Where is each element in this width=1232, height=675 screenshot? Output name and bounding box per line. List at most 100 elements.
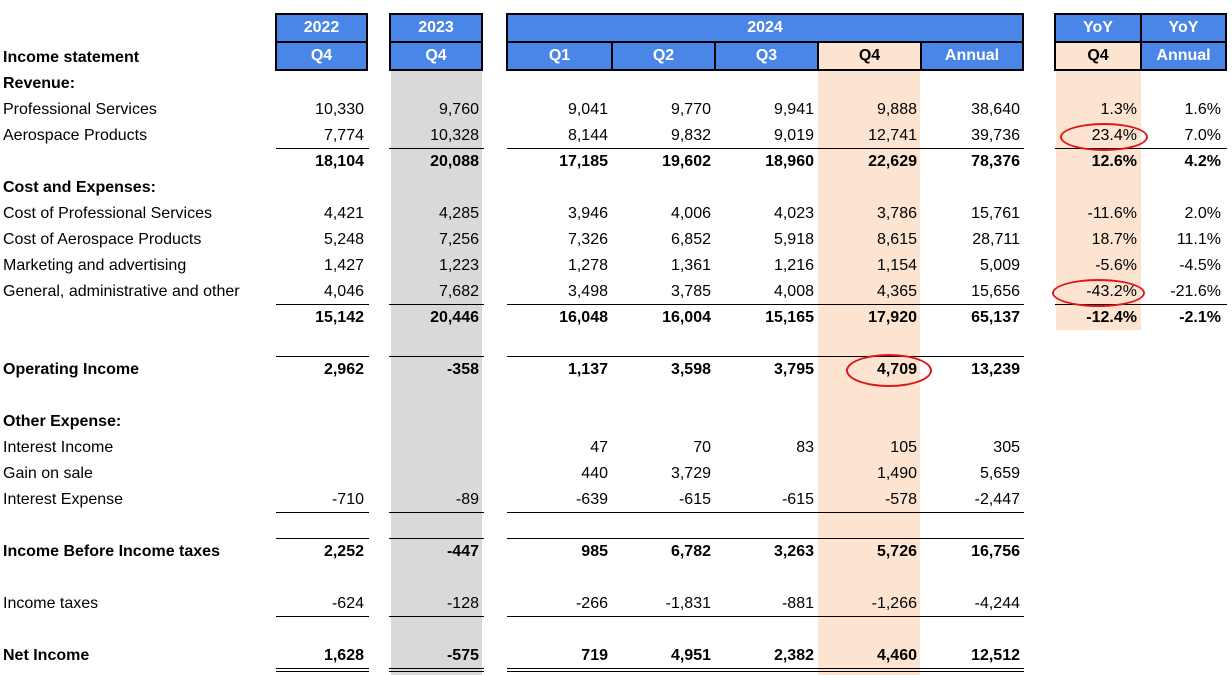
cell-2024-annual [920,513,1020,539]
cell-2024-q3: 2,382 [773,647,814,664]
subtotal-rule [1141,304,1227,305]
cell-2024-annual: 12,512 [971,647,1020,664]
header-2024: 2024 [506,13,1024,43]
subtotal-rule [389,616,484,617]
cell-yoy-q4 [1057,539,1137,565]
cell-2024-q1: 440 [581,465,608,482]
header-2022: 2022 [275,13,368,43]
cell-2024-q2: 4,006 [670,205,711,222]
cell-2024-q4 [817,175,917,201]
row-label: Professional Services [3,101,157,118]
cell-2024-q1: 1,137 [567,361,608,378]
cell-2024-q2 [611,71,711,97]
cell-2024-q2: 6,852 [670,231,711,248]
cell-yoy-q4 [1057,617,1137,643]
cell-2024-q4: 5,726 [876,543,917,560]
subtotal-rule [276,616,369,617]
cell-2022-q4: 1,628 [323,647,364,664]
double-rule [389,668,484,672]
cell-2024-annual: 305 [993,439,1020,456]
subtotal-rule [507,304,1024,305]
cell-2024-q2: 70 [693,439,711,456]
cell-2022-q4: 7,774 [323,127,364,144]
header-yoy-annual: YoY [1140,13,1227,43]
cell-yoy-q4: 23.4% [1091,127,1137,144]
row-label: Marketing and advertising [3,257,187,274]
col-yoy-q4-shade [1056,70,1141,330]
cell-yoy-q4: -11.6% [1087,205,1137,222]
cell-2024-q3: 3,795 [773,361,814,378]
cell-2023-q4 [389,617,479,643]
cell-2023-q4: 4,285 [438,205,479,222]
cell-2022-q4: 5,248 [323,231,364,248]
row-label: Interest Expense [3,491,124,508]
cell-2024-q4: 22,629 [868,153,917,170]
cell-2024-q4: 1,490 [876,465,917,482]
cell-2024-q1: 3,498 [567,283,608,300]
cell-2024-q3: 3,263 [773,543,814,560]
row-label: Revenue: [3,75,76,92]
cell-2024-q3 [714,71,814,97]
cell-2024-q4: 8,615 [876,231,917,248]
cell-2024-q2: 4,951 [670,647,711,664]
cell-2024-q1: 719 [581,647,608,664]
cell-2024-q3: -615 [781,491,814,508]
cell-2024-q3 [714,331,814,357]
cell-2024-q3: 4,008 [773,283,814,300]
cell-2022-q4 [274,513,364,539]
cell-yoy-annual [1141,461,1221,487]
header-2023-q4: Q4 [389,41,483,71]
cell-2024-annual [920,383,1020,409]
cell-2024-q2: 3,598 [670,361,711,378]
cell-2022-q4 [274,383,364,409]
cell-2024-q4 [817,383,917,409]
header-2023: 2023 [389,13,483,43]
row-label: Cost and Expenses: [3,179,156,196]
header-2024-q3: Q3 [714,41,819,71]
cell-2022-q4: -710 [331,491,364,508]
subtotal-rule [276,512,369,513]
cell-2024-annual [920,331,1020,357]
cell-2022-q4: -624 [331,595,364,612]
row-label: Net Income [3,647,90,664]
cell-2024-q4: -1,266 [871,595,917,612]
cell-yoy-annual: -4.5% [1179,257,1221,274]
cell-2024-annual: -4,244 [974,595,1020,612]
cell-yoy-annual [1141,71,1221,97]
cell-2024-q1 [508,409,608,435]
cell-2024-q3: 4,023 [773,205,814,222]
cell-2024-q2: 9,832 [670,127,711,144]
cell-2022-q4: 2,252 [323,543,364,560]
cell-2024-annual [920,71,1020,97]
cell-2024-q3 [714,383,814,409]
cell-2024-q1: 1,278 [567,257,608,274]
cell-yoy-q4 [1057,565,1137,591]
cell-2023-q4 [389,513,479,539]
cell-yoy-q4: 1.3% [1100,101,1137,118]
cell-2023-q4: -575 [446,647,479,664]
cell-2023-q4: 20,446 [430,309,479,326]
cell-2023-q4: 10,328 [430,127,479,144]
row-label: Income Before Income taxes [3,543,220,560]
header-yoy-q4-sub: Q4 [1054,41,1142,71]
cell-2024-annual: 15,761 [971,205,1020,222]
cell-yoy-q4 [1057,643,1137,669]
cell-2024-q3 [714,461,814,487]
cell-yoy-annual [1141,331,1221,357]
subtotal-rule [389,148,484,149]
row-label: Income taxes [3,595,99,612]
row-label: Interest Income [3,439,114,456]
cell-yoy-q4: 18.7% [1091,231,1137,248]
cell-2024-q3: 83 [796,439,814,456]
cell-2024-q2: -1,831 [665,595,711,612]
cell-yoy-annual [1141,565,1221,591]
cell-2023-q4 [389,71,479,97]
subtotal-rule [389,538,484,539]
row-label: Cost of Professional Services [3,205,212,222]
cell-yoy-annual [1141,591,1221,617]
cell-2024-q4: 17,920 [868,309,917,326]
cell-2022-q4 [274,71,364,97]
cell-2024-q3: 15,165 [765,309,814,326]
cell-2024-q2: 19,602 [662,153,711,170]
cell-2024-q3 [714,409,814,435]
